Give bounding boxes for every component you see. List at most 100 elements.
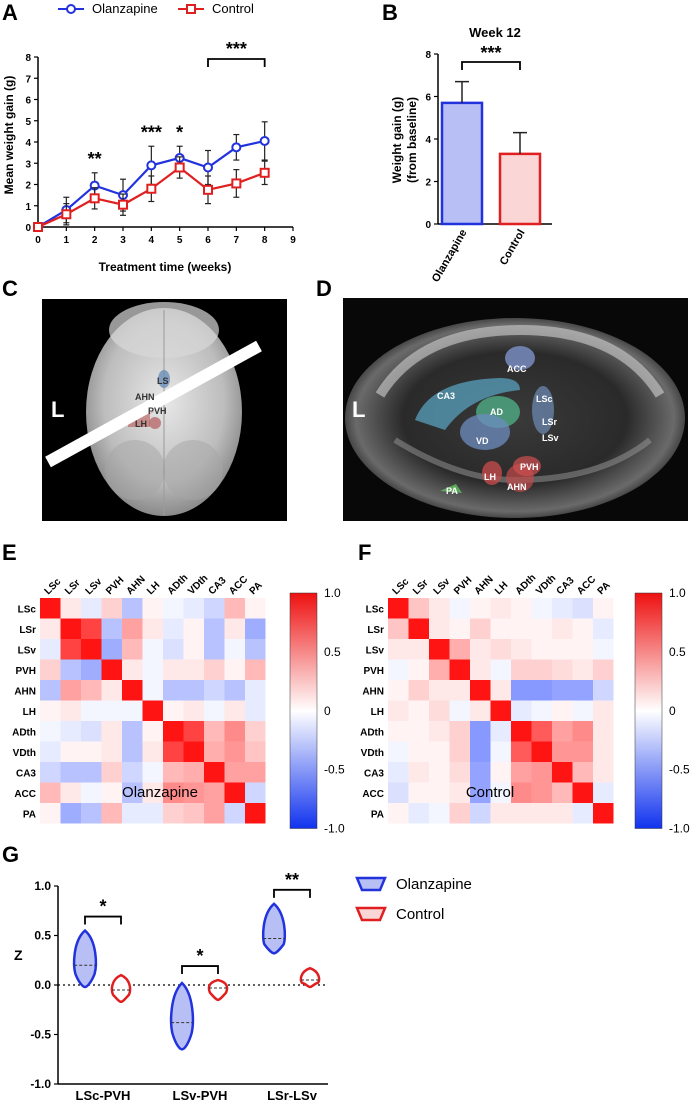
- row-label: PA: [23, 809, 36, 820]
- heatmap-cell: [60, 680, 81, 701]
- heatmap-cell: [593, 700, 614, 721]
- heatmap-cell: [470, 598, 491, 619]
- data-point-olanzapine: [203, 162, 213, 173]
- heatmap-cell: [204, 639, 225, 660]
- y-tick-label: 6: [425, 93, 431, 104]
- row-label: CA3: [364, 768, 384, 779]
- y-axis-label-line2: (from baseline): [405, 97, 419, 183]
- data-point-control: [146, 183, 157, 194]
- heatmap-cell: [60, 721, 81, 742]
- violin-control: [110, 973, 132, 1004]
- heatmap-cell: [163, 741, 184, 762]
- brain-label-lh: LH: [135, 419, 147, 429]
- heatmap-cell: [429, 598, 450, 619]
- significance-bracket: [181, 965, 219, 975]
- significance-bracket: [273, 888, 311, 898]
- row-label: LH: [371, 707, 384, 718]
- row-label: LSc: [18, 604, 37, 615]
- row-label: ACC: [14, 789, 36, 800]
- heatmap-cell: [163, 721, 184, 742]
- heatmap-cell: [101, 639, 122, 660]
- heatmap-cell: [429, 639, 450, 660]
- heatmap-cell: [490, 618, 511, 639]
- data-point-olanzapine: [231, 142, 242, 153]
- heatmap-cell: [511, 659, 532, 680]
- heatmap-cell: [101, 721, 122, 742]
- heatmap-cell: [224, 803, 245, 824]
- heatmap-cell: [552, 741, 573, 762]
- colorbar: [289, 592, 318, 829]
- x-tick-label: 6: [205, 235, 211, 246]
- bar-control: [498, 152, 542, 226]
- heatmap-cell: [470, 618, 491, 639]
- heatmap-cell: [449, 680, 470, 701]
- brain-label-pvh: PVH: [148, 406, 167, 416]
- y-tick-label: 2: [425, 178, 431, 189]
- colorbar-tick-label: 0.5: [324, 645, 341, 659]
- heatmap-cell: [470, 741, 491, 762]
- y-tick-label: 0.5: [34, 929, 51, 943]
- row-label: VDth: [361, 748, 384, 759]
- violin-control: [299, 966, 321, 989]
- heatmap-cell: [408, 639, 429, 660]
- region-pvh: [513, 456, 541, 476]
- heatmap-cell: [163, 680, 184, 701]
- col-label: ACC: [575, 574, 598, 597]
- row-label: ADth: [360, 727, 384, 738]
- heatmap-cell: [204, 782, 225, 803]
- heatmap-cell: [101, 741, 122, 762]
- data-point-control: [231, 178, 242, 189]
- heatmap-cell: [531, 680, 552, 701]
- heatmap-cell: [183, 762, 204, 783]
- colorbar-tick-label: -0.5: [324, 763, 345, 777]
- heatmap-cell: [572, 741, 593, 762]
- heatmap-cell: [40, 803, 61, 824]
- heatmap-cell: [81, 639, 102, 660]
- heatmap-cell: [101, 700, 122, 721]
- legend: Olanzapine Control: [58, 1, 254, 16]
- x-tick-label: 5: [177, 235, 183, 246]
- heatmap-control: LScLScLSrLSrLSvLSvPVHPVHAHNAHNLHLHADthAD…: [360, 572, 690, 835]
- y-tick-label: 0: [425, 220, 431, 231]
- heatmap-cell: [429, 700, 450, 721]
- heatmap-cell: [60, 598, 81, 619]
- violin-control: [207, 978, 229, 1002]
- x-tick-label: 2: [92, 235, 98, 246]
- heatmap-cell: [572, 700, 593, 721]
- legend-control-label: Control: [212, 1, 254, 16]
- heatmap-cell: [122, 741, 143, 762]
- heatmap-cell: [470, 659, 491, 680]
- legend: Olanzapine Control: [355, 876, 472, 923]
- heatmap-cell: [204, 803, 225, 824]
- significance-bracket: [207, 58, 266, 67]
- heatmap-cell: [204, 680, 225, 701]
- heatmap-cell: [163, 700, 184, 721]
- heatmap-cell: [163, 639, 184, 660]
- heatmap-cell: [470, 680, 491, 701]
- heatmap-cell: [511, 618, 532, 639]
- heatmap-cell: [122, 700, 143, 721]
- y-tick-label: 4: [25, 138, 31, 149]
- heatmap-cell: [224, 618, 245, 639]
- heatmap-cell: [408, 659, 429, 680]
- heatmap-cell: [183, 639, 204, 660]
- heatmap-cell: [81, 700, 102, 721]
- heatmap-cell: [449, 639, 470, 660]
- heatmap-cell: [101, 782, 122, 803]
- y-axis-label-line1: Weight gain (g): [390, 97, 404, 183]
- heatmap-cell: [204, 762, 225, 783]
- heatmap-cell: [245, 639, 266, 660]
- heatmap-cell: [429, 762, 450, 783]
- heatmap-cell: [511, 721, 532, 742]
- heatmap-caption-control: Control: [466, 784, 514, 801]
- region-pa: [440, 484, 462, 493]
- row-label: ADth: [12, 727, 36, 738]
- y-tick-label: -1.0: [30, 1077, 51, 1091]
- heatmap-cell: [122, 618, 143, 639]
- heatmap-cell: [204, 598, 225, 619]
- row-label: LSv: [18, 645, 37, 656]
- heatmap-cell: [531, 618, 552, 639]
- col-label: LSr: [63, 577, 83, 597]
- heatmap-cell: [224, 700, 245, 721]
- heatmap-cell: [204, 741, 225, 762]
